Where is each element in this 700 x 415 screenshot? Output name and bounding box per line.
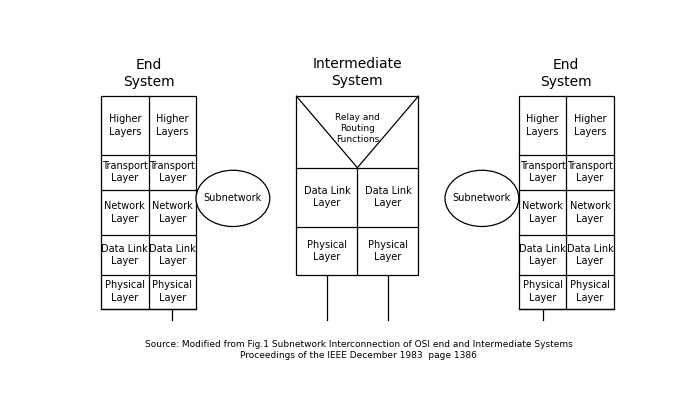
Text: Physical
Layer: Physical Layer	[368, 240, 408, 262]
Text: Higher
Layers: Higher Layers	[108, 114, 141, 137]
Ellipse shape	[445, 170, 519, 227]
Text: Transport
Layer: Transport Layer	[519, 161, 566, 183]
Text: Data Link
Layer: Data Link Layer	[102, 244, 148, 266]
Text: End
System: End System	[540, 58, 592, 89]
Text: Physical
Layer: Physical Layer	[153, 281, 192, 303]
Bar	[101, 96, 196, 309]
Text: End
System: End System	[122, 58, 174, 89]
Text: Network
Layer: Network Layer	[104, 201, 145, 224]
Text: Data Link
Layer: Data Link Layer	[566, 244, 613, 266]
Text: Physical
Layer: Physical Layer	[522, 281, 563, 303]
Text: Higher
Layers: Higher Layers	[156, 114, 188, 137]
Text: Relay and
Routing
Functions: Relay and Routing Functions	[335, 113, 380, 144]
Text: Intermediate
System: Intermediate System	[313, 56, 402, 88]
Ellipse shape	[196, 170, 270, 227]
Text: Network
Layer: Network Layer	[152, 201, 193, 224]
Text: Data Link
Layer: Data Link Layer	[149, 244, 195, 266]
Text: Data Link
Layer: Data Link Layer	[519, 244, 566, 266]
Text: Higher
Layers: Higher Layers	[526, 114, 559, 137]
Text: Physical
Layer: Physical Layer	[307, 240, 347, 262]
Text: Physical
Layer: Physical Layer	[105, 281, 145, 303]
Text: Network
Layer: Network Layer	[522, 201, 563, 224]
Text: Transport
Layer: Transport Layer	[567, 161, 613, 183]
Text: Higher
Layers: Higher Layers	[574, 114, 606, 137]
Text: Physical
Layer: Physical Layer	[570, 281, 610, 303]
Text: Network
Layer: Network Layer	[570, 201, 610, 224]
Bar	[519, 96, 614, 309]
Text: Transport
Layer: Transport Layer	[149, 161, 195, 183]
Text: Subnetwork: Subnetwork	[204, 193, 262, 203]
Text: Transport
Layer: Transport Layer	[102, 161, 148, 183]
Text: Source: Modified from Fig.1 Subnetwork Interconnection of OSI end and Intermedia: Source: Modified from Fig.1 Subnetwork I…	[145, 340, 573, 360]
Bar	[296, 96, 419, 275]
Text: Data Link
Layer: Data Link Layer	[304, 186, 350, 208]
Text: Data Link
Layer: Data Link Layer	[365, 186, 412, 208]
Text: Subnetwork: Subnetwork	[453, 193, 511, 203]
